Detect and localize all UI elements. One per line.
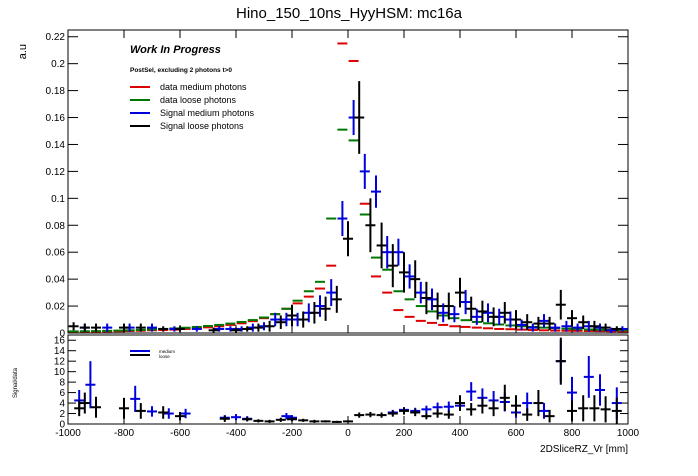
work-in-progress-label: Work In Progress [130, 44, 221, 56]
ratio-y-tick-label: 2 [59, 409, 65, 420]
ratio-series-medium [74, 340, 622, 422]
legend-data-medium: data medium photons [160, 82, 247, 92]
x-tick-label: -400 [226, 428, 246, 439]
ratio-y-axis-label: Signal/data [13, 367, 19, 398]
legend-signal-loose: Signal loose photons [160, 121, 244, 131]
x-tick-label: 0 [345, 428, 351, 439]
ratio-legend-medium: medium [159, 349, 175, 354]
main-y-axis: 0 0.02 0.04 0.06 0.08 0.1 0.12 0.14 0.16 0.18 0.2 0… [46, 30, 629, 340]
ratio-series-loose [74, 337, 622, 424]
main-y-tick-label: 0.22 [46, 32, 66, 43]
selection-label: PostSel, excluding 2 photons t>0 [130, 67, 232, 74]
ratio-legend: medium loose [130, 349, 175, 359]
legend-data-loose: data loose photons [160, 95, 237, 105]
x-axis-label: 2DSliceRZ_Vr [mm] [540, 444, 628, 455]
x-tick-label: 600 [508, 428, 525, 439]
main-y-tick-label: 0.16 [46, 113, 66, 124]
x-tick-label: 800 [564, 428, 581, 439]
legend-signal-medium: Signal medium photons [160, 108, 255, 118]
main-y-tick-label: 0.1 [51, 194, 65, 205]
series-signal-medium-photons [79, 100, 628, 333]
ratio-y-tick-label: 16 [54, 336, 66, 347]
main-legend: data medium photons data loose photons S… [130, 82, 255, 131]
main-y-tick-label: 0.06 [46, 248, 66, 259]
ratio-legend-loose: loose [159, 354, 170, 359]
x-tick-label: -800 [114, 428, 134, 439]
ratio-y-tick-label: 12 [54, 357, 66, 368]
main-y-axis-label: a.u [17, 44, 29, 59]
x-tick-label: 400 [452, 428, 469, 439]
ratio-y-tick-label: 8 [59, 378, 65, 389]
ratio-y-tick-label: 14 [54, 346, 66, 357]
series-signal-loose-photons [68, 81, 622, 333]
main-y-tick-label: 0.08 [46, 221, 66, 232]
series-data-medium-photons [68, 42, 628, 333]
main-y-tick-label: 0.04 [46, 275, 66, 286]
main-y-tick-label: 0 [59, 329, 65, 340]
main-y-tick-label: 0.02 [46, 302, 66, 313]
ratio-series [74, 337, 622, 424]
main-y-tick-label: 0.18 [46, 86, 66, 97]
main-y-tick-label: 0.2 [51, 59, 65, 70]
ratio-y-tick-label: 10 [54, 367, 66, 378]
x-tick-label: 1000 [617, 428, 640, 439]
ratio-y-tick-label: 0 [59, 420, 65, 431]
ratio-y-tick-label: 6 [59, 388, 65, 399]
main-y-tick-label: 0.12 [46, 167, 66, 178]
ratio-y-tick-label: 4 [59, 399, 65, 410]
x-tick-label: 200 [396, 428, 413, 439]
chart-title: Hino_150_10ns_HyyHSM: mc16a [236, 5, 463, 22]
x-tick-label: -200 [282, 428, 302, 439]
main-series [68, 42, 628, 333]
x-tick-label: -1000 [55, 428, 81, 439]
main-plot-frame [67, 29, 629, 334]
main-y-tick-label: 0.14 [46, 140, 66, 151]
x-tick-label: -600 [170, 428, 190, 439]
